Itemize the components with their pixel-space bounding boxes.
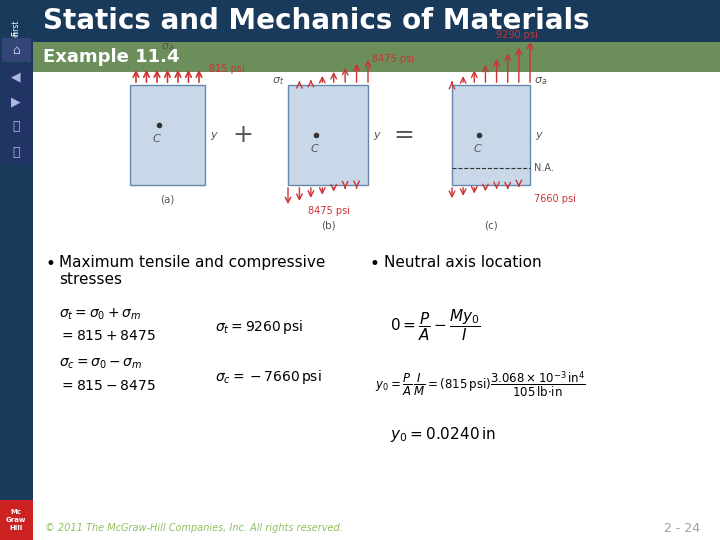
- Text: y: y: [535, 130, 541, 140]
- Text: y: y: [373, 130, 379, 140]
- Text: 9290 psi: 9290 psi: [496, 30, 538, 40]
- Bar: [130, 85, 205, 185]
- Text: N.A.: N.A.: [534, 163, 554, 173]
- Text: Edition: Edition: [12, 30, 20, 57]
- Bar: [2, 90, 31, 114]
- Text: +: +: [233, 123, 253, 147]
- Text: y: y: [210, 130, 217, 140]
- Text: $\sigma_t = \sigma_0 + \sigma_m$: $\sigma_t = \sigma_0 + \sigma_m$: [59, 307, 141, 322]
- Bar: [288, 85, 368, 185]
- Text: ⏮: ⏮: [12, 145, 19, 159]
- Text: Graw: Graw: [6, 517, 26, 523]
- Bar: [0, 0, 33, 540]
- Text: Statics and Mechanics of Materials: Statics and Mechanics of Materials: [43, 7, 590, 35]
- Text: ⏭: ⏭: [12, 120, 19, 133]
- Bar: [452, 85, 530, 185]
- Text: 2 - 24: 2 - 24: [664, 522, 700, 535]
- Bar: [0, 500, 33, 540]
- Text: $\sigma_a$: $\sigma_a$: [161, 41, 174, 53]
- Text: © 2011 The McGraw-Hill Companies, Inc. All rights reserved.: © 2011 The McGraw-Hill Companies, Inc. A…: [45, 523, 343, 533]
- Bar: [2, 140, 31, 164]
- Text: (b): (b): [320, 221, 336, 231]
- Text: =: =: [394, 123, 415, 147]
- Text: ⌂: ⌂: [12, 44, 20, 57]
- Bar: [33, 0, 720, 42]
- Text: $\sigma_c = -7660\,\mathrm{psi}$: $\sigma_c = -7660\,\mathrm{psi}$: [215, 368, 322, 386]
- Text: 7660 psi: 7660 psi: [534, 194, 576, 204]
- Text: 8475 psi: 8475 psi: [372, 54, 414, 64]
- Text: $\sigma_a$: $\sigma_a$: [534, 75, 547, 87]
- Text: ◀: ◀: [12, 71, 21, 84]
- Text: First: First: [12, 20, 20, 37]
- Text: $\sigma_t = 9260\,\mathrm{psi}$: $\sigma_t = 9260\,\mathrm{psi}$: [215, 318, 303, 336]
- Text: •: •: [45, 255, 55, 273]
- Text: $\sigma_t$: $\sigma_t$: [271, 75, 284, 87]
- Text: C: C: [474, 144, 481, 154]
- Bar: [2, 115, 31, 139]
- Text: (c): (c): [484, 221, 498, 231]
- Text: •: •: [370, 255, 380, 273]
- Text: Hill: Hill: [9, 525, 22, 531]
- Text: $y_0 = \dfrac{P}{A}\,\dfrac{I}{M} = (815\,\mathrm{psi})\dfrac{3.068\times10^{-3}: $y_0 = \dfrac{P}{A}\,\dfrac{I}{M} = (815…: [375, 370, 586, 400]
- Text: C: C: [310, 144, 318, 154]
- Text: C: C: [153, 134, 161, 144]
- Bar: [33, 42, 720, 72]
- Text: $= 815 - 8475$: $= 815 - 8475$: [59, 379, 156, 393]
- Bar: [2, 65, 31, 89]
- Text: $= 815 + 8475$: $= 815 + 8475$: [59, 329, 156, 343]
- Text: ▶: ▶: [12, 96, 21, 109]
- Text: $\sigma_c = \sigma_0 - \sigma_m$: $\sigma_c = \sigma_0 - \sigma_m$: [59, 357, 143, 372]
- Text: (a): (a): [161, 195, 175, 205]
- Text: $0 = \dfrac{P}{A} - \dfrac{My_0}{I}$: $0 = \dfrac{P}{A} - \dfrac{My_0}{I}$: [390, 307, 481, 343]
- Bar: [2, 38, 31, 62]
- Text: stresses: stresses: [59, 272, 122, 287]
- Text: Maximum tensile and compressive: Maximum tensile and compressive: [59, 255, 325, 270]
- Text: Mc: Mc: [11, 509, 22, 515]
- Text: 8475 psi: 8475 psi: [308, 206, 350, 216]
- Text: Example 11.4: Example 11.4: [43, 48, 179, 66]
- Text: $y_0 = 0.0240\,\mathrm{in}$: $y_0 = 0.0240\,\mathrm{in}$: [390, 425, 496, 444]
- Text: 815 psi: 815 psi: [209, 64, 245, 74]
- Text: Neutral axis location: Neutral axis location: [384, 255, 541, 270]
